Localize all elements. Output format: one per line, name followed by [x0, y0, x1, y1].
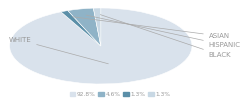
Wedge shape — [10, 8, 192, 84]
Text: WHITE: WHITE — [8, 37, 108, 64]
Wedge shape — [61, 11, 101, 46]
Legend: 92.8%, 4.6%, 1.3%, 1.3%: 92.8%, 4.6%, 1.3%, 1.3% — [70, 92, 170, 97]
Wedge shape — [93, 8, 101, 46]
Text: HISPANIC: HISPANIC — [86, 15, 240, 48]
Text: ASIAN: ASIAN — [72, 17, 230, 39]
Text: BLACK: BLACK — [100, 15, 231, 58]
Wedge shape — [68, 8, 101, 46]
